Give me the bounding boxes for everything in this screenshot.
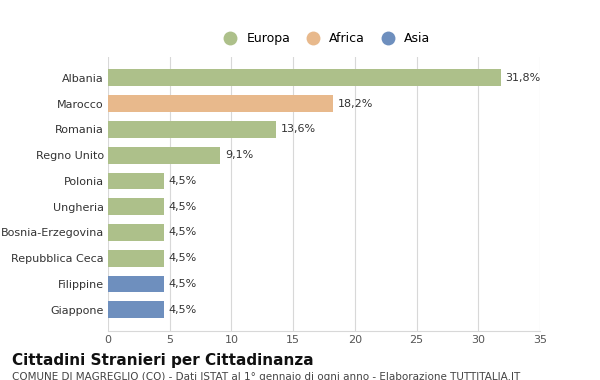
Bar	[108, 224, 164, 241]
Text: 9,1%: 9,1%	[225, 150, 254, 160]
Bar	[108, 301, 164, 318]
Text: 18,2%: 18,2%	[338, 98, 373, 109]
Text: 4,5%: 4,5%	[169, 253, 197, 263]
Bar	[108, 198, 164, 215]
Text: 4,5%: 4,5%	[169, 202, 197, 212]
Bar	[108, 95, 332, 112]
Text: Cittadini Stranieri per Cittadinanza: Cittadini Stranieri per Cittadinanza	[12, 353, 314, 368]
Bar	[108, 147, 220, 163]
Legend: Europa, Africa, Asia: Europa, Africa, Asia	[218, 32, 430, 45]
Text: 4,5%: 4,5%	[169, 305, 197, 315]
Bar	[108, 70, 500, 86]
Text: 31,8%: 31,8%	[505, 73, 541, 83]
Text: 4,5%: 4,5%	[169, 279, 197, 289]
Bar	[108, 250, 164, 267]
Text: 4,5%: 4,5%	[169, 176, 197, 186]
Text: 13,6%: 13,6%	[281, 124, 316, 135]
Bar	[108, 173, 164, 189]
Text: 4,5%: 4,5%	[169, 228, 197, 238]
Bar	[108, 121, 276, 138]
Bar	[108, 276, 164, 292]
Text: COMUNE DI MAGREGLIO (CO) - Dati ISTAT al 1° gennaio di ogni anno - Elaborazione : COMUNE DI MAGREGLIO (CO) - Dati ISTAT al…	[12, 372, 520, 380]
